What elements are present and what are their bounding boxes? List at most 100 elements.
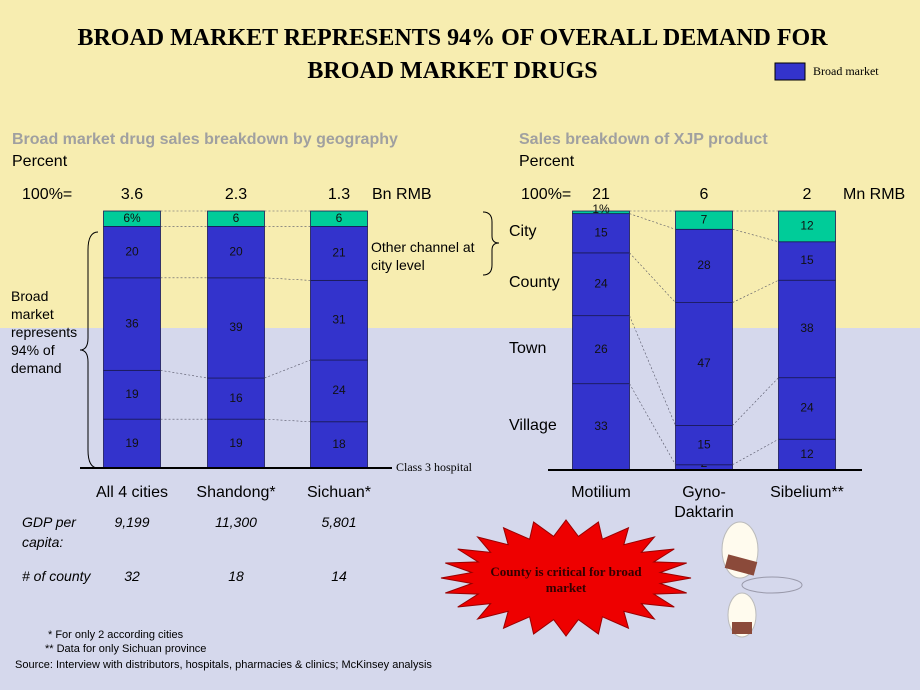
bar-total: 2: [802, 186, 812, 203]
table-cell: 9,199: [114, 514, 150, 530]
value-label: 20: [229, 244, 243, 258]
bar-segment: [103, 418, 161, 469]
table-cell: 18: [228, 568, 244, 584]
bar-segment: [675, 228, 733, 303]
bar-total: 3.6: [120, 186, 144, 203]
bar-segment: [310, 226, 368, 281]
value-label: 20: [125, 244, 139, 258]
series-label: City: [509, 223, 537, 241]
table-cell: 32: [124, 568, 140, 584]
category-label: Sibelium**: [770, 484, 844, 501]
bar-total: 1.3: [327, 186, 351, 203]
value-label: 36: [125, 316, 139, 330]
total-prefix: 100%=: [521, 186, 572, 203]
bar-segment: [778, 377, 836, 440]
connector: [629, 213, 676, 230]
series-label: Town: [509, 339, 547, 357]
value-label: 28: [697, 258, 711, 272]
category-label: All 4 cities: [95, 484, 169, 501]
value-label: 24: [594, 276, 608, 290]
value-label: 6: [233, 211, 240, 225]
bar-total: 2.3: [224, 186, 248, 203]
bar-segment: [778, 438, 836, 471]
bar-segment: [778, 279, 836, 379]
value-label: 7: [701, 212, 708, 226]
bar-segment: [778, 210, 836, 243]
bar-segment: [675, 302, 733, 426]
chart-title: Broad market drug sales breakdown by geo…: [12, 131, 398, 148]
value-label: 16: [229, 391, 243, 405]
bar-segment: [103, 210, 161, 227]
footnote: * For only 2 according cities: [48, 629, 184, 641]
series-label: Village: [509, 416, 557, 434]
value-label: 19: [229, 436, 243, 450]
brace: [482, 211, 500, 276]
callout-text: County is critical for broad market: [490, 564, 642, 595]
unit-label: Bn RMB: [372, 186, 432, 203]
bar-segment: [310, 210, 368, 227]
value-label: 12: [800, 219, 814, 233]
chart-subtitle: Percent: [12, 153, 68, 170]
value-label: 18: [332, 437, 346, 451]
value-label: 33: [594, 419, 608, 433]
series-label: Class 3 hospital: [396, 460, 473, 474]
unit-label: Mn RMB: [843, 186, 906, 203]
chart-title: Sales breakdown of XJP product: [519, 131, 768, 148]
slide-title: BROAD MARKET REPRESENTS 94% OF OVERALL D…: [0, 22, 905, 88]
value-label: 24: [332, 383, 346, 397]
footnote: ** Data for only Sichuan province: [45, 643, 207, 655]
connector: [629, 252, 676, 303]
value-label: 47: [697, 356, 711, 370]
connector: [629, 383, 676, 465]
bar-segment: [103, 369, 161, 420]
series-label: County: [509, 274, 560, 292]
legend-label: Broad market: [813, 64, 879, 78]
value-label: 15: [594, 225, 608, 239]
bar-segment: [675, 210, 733, 230]
value-label: 38: [800, 321, 814, 335]
bar-segment: [207, 418, 265, 469]
source: Source: Interview with distributors, hos…: [15, 659, 432, 671]
brace: [79, 231, 99, 469]
value-label: 6%: [123, 211, 141, 225]
callout-burst: [440, 519, 692, 637]
bar-segment: [572, 213, 630, 254]
value-label: 19: [125, 387, 139, 401]
bar-segment: [207, 226, 265, 279]
bar-segment: [103, 226, 161, 279]
category-label: Shandong*: [196, 484, 276, 501]
bar-segment: [207, 210, 265, 227]
bar-segment: [103, 277, 161, 371]
value-label: 24: [800, 401, 814, 415]
connector: [732, 377, 779, 426]
annotation: Broad market represents 94% of demand: [11, 288, 78, 376]
bar-total: 21: [592, 186, 610, 203]
value-label: 6: [336, 211, 343, 225]
title-line: BROAD MARKET DRUGS: [307, 58, 598, 84]
annotation: Other channel at city level: [371, 239, 475, 273]
value-label: 21: [332, 246, 346, 260]
chart-subtitle: Percent: [519, 153, 575, 170]
title-line: BROAD MARKET REPRESENTS 94% OF OVERALL D…: [77, 25, 828, 51]
bar-segment: [572, 210, 630, 215]
value-label: 1%: [592, 202, 610, 216]
value-label: 15: [800, 253, 814, 267]
bar-total: 6: [699, 186, 709, 203]
value-label: 12: [800, 447, 814, 461]
connector: [264, 359, 311, 379]
bar-segment: [207, 377, 265, 420]
bar-segment: [572, 383, 630, 471]
bar-segment: [572, 252, 630, 317]
table-row-label: GDP per capita:: [22, 514, 76, 550]
value-label: 31: [332, 312, 346, 326]
value-label: 19: [125, 436, 139, 450]
table-cell: 5,801: [321, 514, 357, 530]
connector: [732, 438, 779, 466]
table-row-label: # of county: [22, 568, 91, 584]
category-label: Gyno-Daktarin: [674, 484, 734, 521]
value-label: 39: [229, 320, 243, 334]
connector: [732, 279, 779, 303]
total-prefix: 100%=: [22, 186, 73, 203]
